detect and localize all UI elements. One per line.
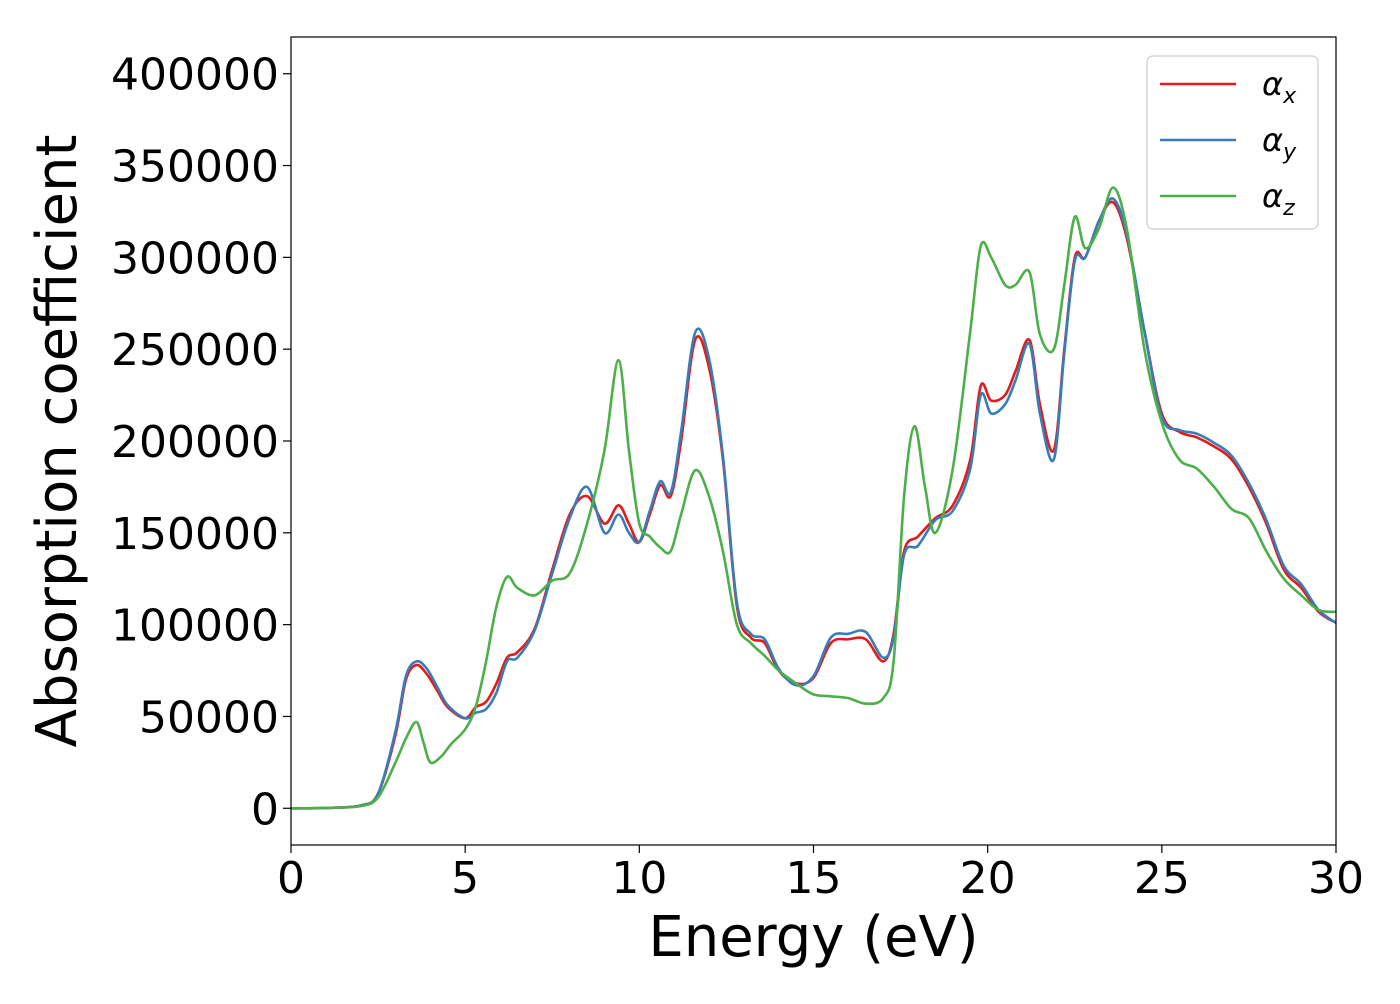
- y-tick-label: 250000: [111, 325, 279, 376]
- y-tick-label: 100000: [111, 601, 279, 652]
- x-tick-label: 5: [451, 853, 479, 904]
- x-tick-label: 30: [1308, 853, 1364, 904]
- x-axis-title: Energy (eV): [648, 905, 978, 970]
- legend-box: [1146, 55, 1319, 230]
- legend-label-z: αz: [1262, 177, 1295, 221]
- series-line-z: [291, 186, 1336, 810]
- legend: αx αy αz: [1146, 55, 1319, 230]
- y-tick-label: 200000: [111, 417, 279, 468]
- legend-label-x: αx: [1262, 65, 1297, 109]
- y-tick-label: 350000: [111, 142, 279, 193]
- series-line-x: [291, 200, 1336, 810]
- series-line-y: [291, 197, 1336, 810]
- x-tick-label: 0: [277, 853, 305, 904]
- x-tick-label: 25: [1134, 853, 1190, 904]
- x-tick-label: 20: [960, 853, 1016, 904]
- y-tick-label: 300000: [111, 233, 279, 284]
- x-tick-label: 10: [611, 853, 667, 904]
- y-tick-label: 0: [251, 784, 279, 835]
- y-tick-label: 150000: [111, 509, 279, 560]
- y-axis-title: Absorption coefficient: [25, 135, 90, 748]
- x-axis: 0 5 10 15 20 25 30: [277, 845, 1364, 904]
- y-tick-label: 50000: [139, 692, 279, 743]
- legend-label-y: αy: [1262, 121, 1297, 165]
- y-tick-label: 400000: [111, 50, 279, 101]
- series-layer: [291, 186, 1336, 810]
- y-axis: 0 50000 100000 150000 200000 250000 300000 3500…: [111, 50, 291, 835]
- x-tick-label: 15: [786, 853, 842, 904]
